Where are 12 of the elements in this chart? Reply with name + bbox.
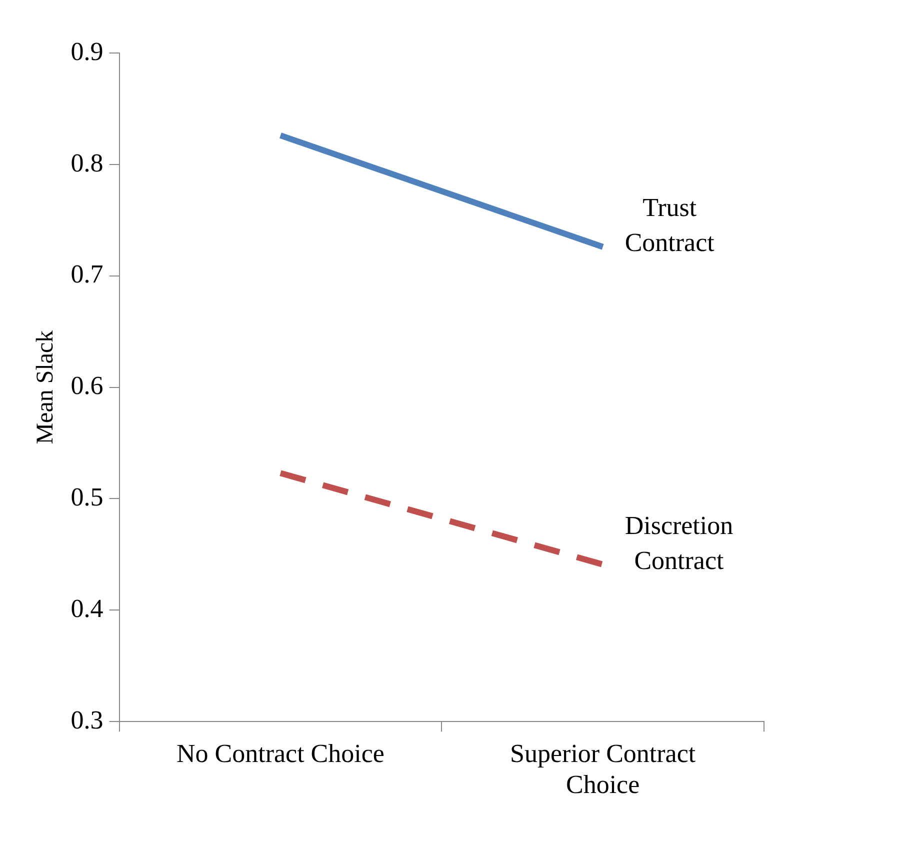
y-tick-label: 0.6	[70, 371, 104, 400]
y-tick-label: 0.4	[70, 594, 104, 623]
x-tick-label: No Contract Choice	[176, 739, 384, 768]
y-tick-label: 0.7	[70, 260, 104, 289]
y-tick-label: 0.8	[70, 148, 104, 178]
y-axis-title: Mean Slack	[32, 330, 59, 444]
y-tick-label: 0.3	[70, 705, 104, 734]
series-label: Trust Contract	[624, 193, 716, 258]
y-tick-label: 0.5	[70, 482, 104, 512]
x-tick-label: Superior Contract Choice	[510, 739, 696, 800]
series-label: Discretion Contract	[624, 510, 734, 575]
y-tick-label: 0.9	[70, 36, 104, 66]
